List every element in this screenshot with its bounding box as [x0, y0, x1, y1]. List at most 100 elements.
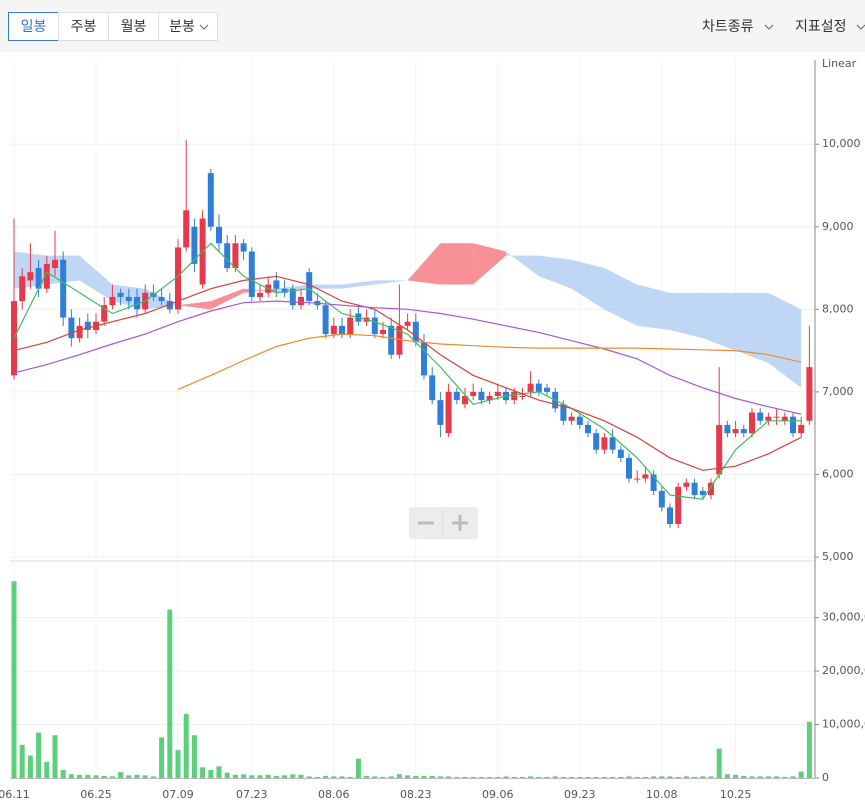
- tab-label[interactable]: 월봉: [121, 19, 147, 35]
- candle-body: [642, 474, 649, 479]
- ma-line: [13, 242, 802, 500]
- volume-bar: [314, 776, 320, 778]
- candle-body: [191, 226, 198, 264]
- candle-body: [84, 321, 91, 330]
- candle-body: [396, 325, 403, 355]
- candle-body: [790, 416, 796, 434]
- candle-body: [568, 416, 575, 421]
- candle-body: [601, 437, 608, 450]
- candle-body: [35, 268, 42, 289]
- ma-line: [13, 275, 802, 471]
- volume-bar: [60, 769, 66, 778]
- candle-body: [519, 396, 526, 398]
- y-tick-label: 6,000: [822, 467, 854, 480]
- candle-body: [134, 296, 140, 310]
- volume-bar: [339, 776, 345, 778]
- candle-body: [76, 325, 83, 339]
- chart-type-menu[interactable]: 차트종류: [702, 19, 754, 35]
- cloud-segment: [79, 255, 113, 302]
- candle-body: [306, 272, 313, 302]
- volume-bar: [323, 775, 329, 778]
- x-tick-label: 09.23: [564, 788, 596, 801]
- y-tick-label: 7,000: [822, 385, 854, 398]
- candle-body: [617, 449, 624, 458]
- tab-day[interactable]: [8, 12, 59, 41]
- volume-bar: [569, 776, 575, 778]
- volume-bar: [618, 776, 624, 778]
- candle-body: [60, 259, 67, 318]
- candle-body: [216, 226, 222, 244]
- volume-bar: [437, 776, 443, 778]
- candle-body: [453, 391, 460, 401]
- tab-label[interactable]: 분봉: [169, 19, 195, 35]
- ma-line: [13, 300, 802, 415]
- period-tabs: 일봉 주봉 월봉 분봉: [8, 12, 218, 41]
- cloud-segment: [407, 243, 441, 285]
- volume-bar: [716, 748, 722, 778]
- volume-bar: [265, 774, 271, 778]
- volume-bar: [167, 609, 173, 778]
- candle-body: [716, 424, 723, 475]
- volume-bar: [528, 776, 534, 778]
- volume-bar: [659, 776, 665, 778]
- candle-body: [527, 383, 534, 392]
- volume-bar: [577, 776, 583, 778]
- volume-bar: [93, 775, 99, 778]
- tab-label[interactable]: 주봉: [71, 19, 97, 35]
- chevron: [199, 24, 209, 30]
- volume-bar: [52, 735, 58, 778]
- candle-body: [732, 429, 739, 434]
- volume-bar: [249, 775, 255, 778]
- volume-bar: [77, 774, 83, 778]
- candle-body: [101, 305, 108, 322]
- volume-bar: [405, 775, 411, 778]
- volume-bar: [347, 776, 353, 778]
- candle-body: [806, 367, 813, 421]
- x-tick-label: 10.08: [646, 788, 678, 801]
- tab-label[interactable]: 일봉: [21, 19, 47, 35]
- scale-label: Linear: [822, 57, 857, 70]
- candle-body: [322, 305, 329, 335]
- y-tick-label: 10,000,000: [822, 718, 865, 731]
- x-tick-label: 08.23: [400, 788, 432, 801]
- volume-bar: [774, 776, 780, 778]
- candle-body: [585, 424, 591, 434]
- volume-bar: [782, 776, 788, 778]
- indicator-menu[interactable]: 지표설정: [795, 19, 847, 35]
- volume-bar: [552, 776, 558, 778]
- y-tick-label: 5,000: [822, 550, 854, 563]
- candle-body: [68, 317, 75, 339]
- volume-bar: [429, 775, 435, 778]
- zoom-control: [409, 507, 478, 539]
- candle-body: [117, 292, 124, 297]
- volume-bar: [519, 776, 525, 778]
- cloud-segment: [440, 243, 474, 285]
- cloud-segment: [768, 292, 802, 388]
- candle-body: [289, 288, 296, 306]
- cloud-segment: [670, 292, 703, 339]
- volume-bar: [470, 776, 476, 778]
- candle-body: [298, 296, 304, 306]
- volume-bar: [446, 776, 452, 778]
- volume-bar: [462, 776, 468, 778]
- volume-bar: [134, 774, 140, 778]
- volume-bar: [593, 776, 599, 778]
- x-tick-label: 06.11: [0, 788, 30, 801]
- volume-bar: [306, 776, 312, 778]
- candle-body: [773, 416, 780, 418]
- volume-bar: [626, 776, 632, 778]
- volume-bar: [109, 776, 115, 778]
- volume-bar: [708, 776, 714, 778]
- candle-body: [183, 210, 190, 248]
- volume-bar: [200, 767, 206, 778]
- cloud-segment: [637, 284, 670, 330]
- candle-body: [158, 296, 165, 302]
- tab-month[interactable]: [108, 12, 159, 41]
- cloud-segment: [735, 292, 769, 363]
- volume-bar: [396, 774, 402, 778]
- y-tick-label: 9,000: [822, 220, 854, 233]
- tab-week[interactable]: [58, 12, 109, 41]
- volume-bar: [749, 776, 755, 778]
- tab-minute[interactable]: [158, 12, 218, 41]
